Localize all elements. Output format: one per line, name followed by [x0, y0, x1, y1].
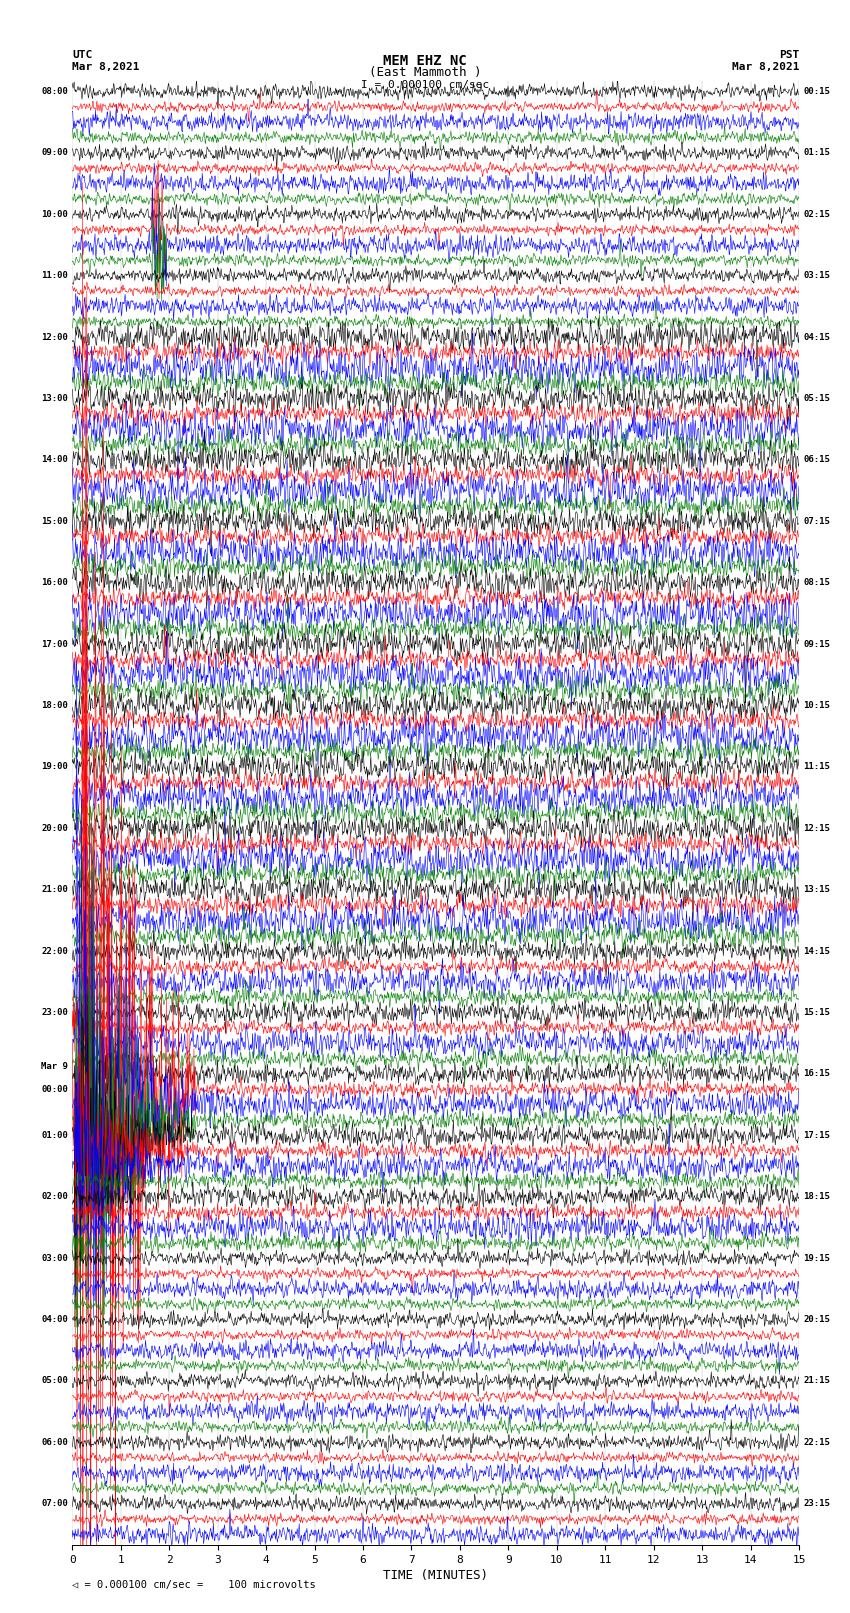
Text: 12:15: 12:15: [803, 824, 830, 832]
Text: 05:15: 05:15: [803, 394, 830, 403]
Text: MEM EHZ NC: MEM EHZ NC: [383, 53, 467, 68]
Text: 22:15: 22:15: [803, 1437, 830, 1447]
Text: 03:00: 03:00: [41, 1253, 68, 1263]
Text: 00:00: 00:00: [41, 1086, 68, 1094]
Text: 15:15: 15:15: [803, 1008, 830, 1018]
Text: 16:00: 16:00: [41, 577, 68, 587]
Text: 00:15: 00:15: [803, 87, 830, 95]
Text: 06:15: 06:15: [803, 455, 830, 465]
Text: 06:00: 06:00: [41, 1437, 68, 1447]
Text: 13:00: 13:00: [41, 394, 68, 403]
Text: 23:15: 23:15: [803, 1500, 830, 1508]
Text: 23:00: 23:00: [41, 1008, 68, 1018]
Text: Mar 9: Mar 9: [41, 1061, 68, 1071]
Text: 21:15: 21:15: [803, 1376, 830, 1386]
Text: 14:00: 14:00: [41, 455, 68, 465]
Text: UTC: UTC: [72, 50, 93, 60]
Text: I = 0.000100 cm/sec: I = 0.000100 cm/sec: [361, 79, 489, 90]
Text: 18:00: 18:00: [41, 702, 68, 710]
Text: 05:00: 05:00: [41, 1376, 68, 1386]
Text: 14:15: 14:15: [803, 947, 830, 955]
Text: 01:00: 01:00: [41, 1131, 68, 1140]
Text: 03:15: 03:15: [803, 271, 830, 281]
Text: 21:00: 21:00: [41, 886, 68, 894]
Text: (East Mammoth ): (East Mammoth ): [369, 66, 481, 79]
X-axis label: TIME (MINUTES): TIME (MINUTES): [383, 1569, 488, 1582]
Text: PST: PST: [779, 50, 799, 60]
Text: 22:00: 22:00: [41, 947, 68, 955]
Text: 02:00: 02:00: [41, 1192, 68, 1202]
Text: 12:00: 12:00: [41, 332, 68, 342]
Text: 07:15: 07:15: [803, 516, 830, 526]
Text: 20:15: 20:15: [803, 1315, 830, 1324]
Text: 11:15: 11:15: [803, 763, 830, 771]
Text: 17:00: 17:00: [41, 640, 68, 648]
Text: 10:00: 10:00: [41, 210, 68, 219]
Text: ◁ = 0.000100 cm/sec =    100 microvolts: ◁ = 0.000100 cm/sec = 100 microvolts: [72, 1581, 316, 1590]
Text: 20:00: 20:00: [41, 824, 68, 832]
Text: 11:00: 11:00: [41, 271, 68, 281]
Text: 04:00: 04:00: [41, 1315, 68, 1324]
Text: 09:15: 09:15: [803, 640, 830, 648]
Text: 07:00: 07:00: [41, 1500, 68, 1508]
Text: Mar 8,2021: Mar 8,2021: [732, 61, 799, 71]
Text: Mar 8,2021: Mar 8,2021: [72, 61, 139, 71]
Text: 19:15: 19:15: [803, 1253, 830, 1263]
Text: 01:15: 01:15: [803, 148, 830, 158]
Text: 09:00: 09:00: [41, 148, 68, 158]
Text: 17:15: 17:15: [803, 1131, 830, 1140]
Text: 08:15: 08:15: [803, 577, 830, 587]
Text: 13:15: 13:15: [803, 886, 830, 894]
Text: 16:15: 16:15: [803, 1069, 830, 1079]
Text: 18:15: 18:15: [803, 1192, 830, 1202]
Text: 10:15: 10:15: [803, 702, 830, 710]
Text: 04:15: 04:15: [803, 332, 830, 342]
Text: 02:15: 02:15: [803, 210, 830, 219]
Text: 19:00: 19:00: [41, 763, 68, 771]
Text: 15:00: 15:00: [41, 516, 68, 526]
Text: 08:00: 08:00: [41, 87, 68, 95]
